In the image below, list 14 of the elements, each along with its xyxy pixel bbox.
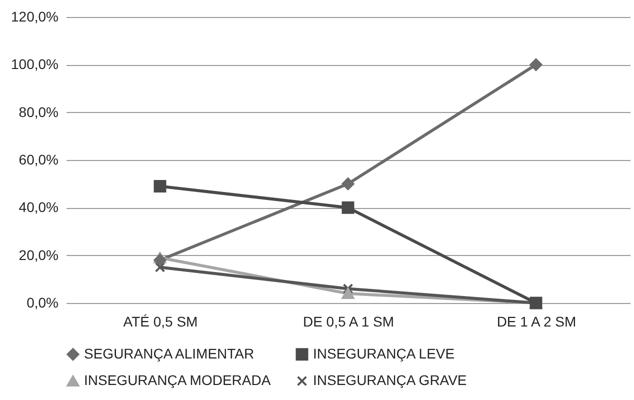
legend-label: INSEGURANÇA GRAVE <box>313 372 467 388</box>
y-tick-label: 80,0% <box>18 104 58 120</box>
y-tick-label: 0,0% <box>26 294 58 310</box>
y-tick-label: 20,0% <box>18 246 58 263</box>
x-tick-label: ATÉ 0,5 SM <box>123 314 198 330</box>
legend-label: INSEGURANÇA LEVE <box>313 345 455 362</box>
x-tick-label: DE 1 A 2 SM <box>496 314 576 330</box>
legend-label: INSEGURANÇA MODERADA <box>84 372 272 388</box>
y-tick-label: 40,0% <box>18 199 58 216</box>
y-tick-label: 120,0% <box>11 8 58 24</box>
y-tick-label: 60,0% <box>18 152 58 168</box>
x-tick-label: DE 0,5 A 1 SM <box>302 314 394 330</box>
y-tick-label: 100,0% <box>11 56 58 72</box>
legend-label: SEGURANÇA ALIMENTAR <box>84 345 254 362</box>
